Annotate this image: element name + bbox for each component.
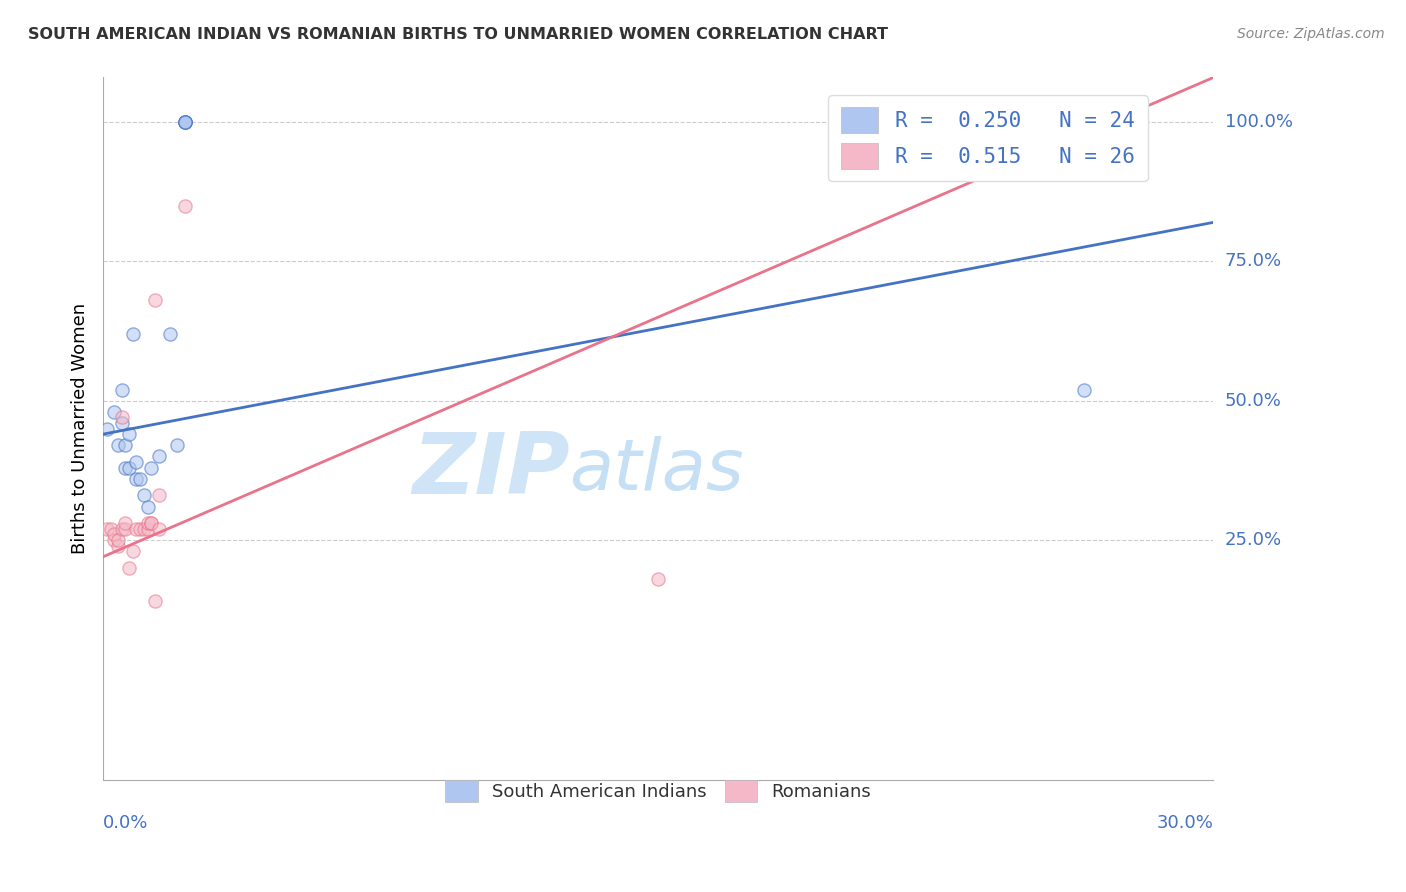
Point: [125, 455, 148, 469]
Point: [111, 383, 134, 397]
Point: [125, 472, 148, 486]
Point: [114, 516, 136, 531]
Point: [114, 522, 136, 536]
Text: ZIP: ZIP: [412, 429, 569, 512]
Point: [159, 326, 181, 341]
Text: Source: ZipAtlas.com: Source: ZipAtlas.com: [1237, 27, 1385, 41]
Point: [173, 115, 195, 129]
Point: [118, 460, 141, 475]
Text: 50.0%: 50.0%: [1225, 392, 1281, 409]
Point: [141, 460, 163, 475]
Point: [118, 561, 141, 575]
Point: [121, 326, 143, 341]
Point: [173, 115, 195, 129]
Point: [141, 516, 163, 531]
Point: [132, 522, 155, 536]
Point: [647, 572, 669, 586]
Text: atlas: atlas: [569, 436, 744, 505]
Point: [132, 488, 155, 502]
Point: [148, 450, 170, 464]
Point: [141, 516, 163, 531]
Point: [103, 533, 125, 547]
Point: [96, 421, 118, 435]
Point: [107, 438, 129, 452]
Text: 0.0%: 0.0%: [103, 814, 149, 832]
Legend: South American Indians, Romanians: South American Indians, Romanians: [437, 772, 879, 809]
Point: [148, 488, 170, 502]
Point: [129, 472, 152, 486]
Text: 100.0%: 100.0%: [1225, 113, 1292, 131]
Point: [125, 522, 148, 536]
Point: [136, 522, 159, 536]
Point: [111, 522, 134, 536]
Point: [143, 293, 166, 308]
Point: [114, 460, 136, 475]
Point: [136, 500, 159, 514]
Point: [118, 427, 141, 442]
Point: [96, 522, 118, 536]
Point: [173, 115, 195, 129]
Point: [173, 199, 195, 213]
Point: [1073, 383, 1095, 397]
Point: [148, 522, 170, 536]
Point: [111, 410, 134, 425]
Point: [103, 527, 125, 541]
Point: [136, 516, 159, 531]
Point: [103, 405, 125, 419]
Point: [114, 438, 136, 452]
Point: [166, 438, 188, 452]
Point: [1073, 115, 1095, 129]
Point: [111, 416, 134, 430]
Text: 30.0%: 30.0%: [1157, 814, 1213, 832]
Text: SOUTH AMERICAN INDIAN VS ROMANIAN BIRTHS TO UNMARRIED WOMEN CORRELATION CHART: SOUTH AMERICAN INDIAN VS ROMANIAN BIRTHS…: [28, 27, 889, 42]
Text: 75.0%: 75.0%: [1225, 252, 1282, 270]
Point: [129, 522, 152, 536]
Point: [143, 594, 166, 608]
Point: [107, 533, 129, 547]
Point: [100, 522, 122, 536]
Text: 25.0%: 25.0%: [1225, 531, 1282, 549]
Point: [107, 539, 129, 553]
Point: [121, 544, 143, 558]
Y-axis label: Births to Unmarried Women: Births to Unmarried Women: [72, 303, 89, 554]
Point: [173, 115, 195, 129]
